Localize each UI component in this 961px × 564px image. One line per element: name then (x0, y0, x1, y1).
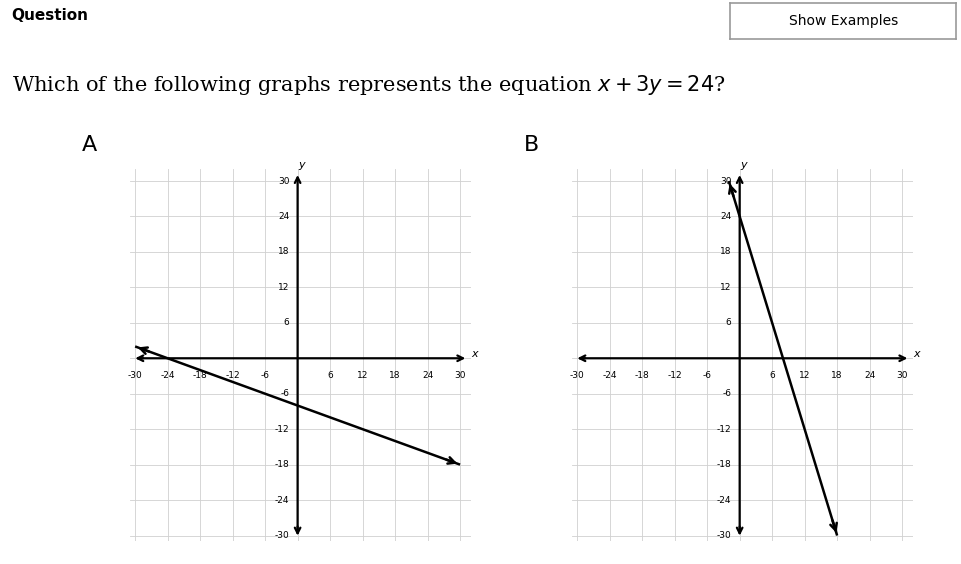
Text: -30: -30 (717, 531, 731, 540)
Text: x: x (913, 349, 920, 359)
Text: -6: -6 (260, 371, 270, 380)
Text: 18: 18 (389, 371, 401, 380)
Text: -30: -30 (570, 371, 584, 380)
Text: -6: -6 (281, 389, 289, 398)
Text: -24: -24 (717, 496, 731, 505)
Text: 18: 18 (831, 371, 843, 380)
Text: y: y (741, 160, 748, 170)
Text: -12: -12 (275, 425, 289, 434)
Text: -24: -24 (603, 371, 617, 380)
Text: -18: -18 (635, 371, 650, 380)
Text: 24: 24 (422, 371, 433, 380)
Text: 12: 12 (278, 283, 289, 292)
Text: 12: 12 (799, 371, 810, 380)
Text: -18: -18 (275, 460, 289, 469)
Text: -12: -12 (667, 371, 682, 380)
Text: -24: -24 (160, 371, 175, 380)
Text: Which of the following graphs represents the equation $x + 3y = 24$?: Which of the following graphs represents… (12, 73, 726, 98)
Text: -18: -18 (717, 460, 731, 469)
Text: 30: 30 (720, 177, 731, 186)
Text: 6: 6 (726, 318, 731, 327)
Text: 24: 24 (721, 212, 731, 221)
Text: 30: 30 (897, 371, 908, 380)
Text: x: x (471, 349, 478, 359)
Text: 18: 18 (278, 248, 289, 257)
Text: Show Examples: Show Examples (789, 14, 898, 28)
Text: -18: -18 (193, 371, 208, 380)
Text: 30: 30 (455, 371, 466, 380)
Text: 30: 30 (278, 177, 289, 186)
Text: 24: 24 (279, 212, 289, 221)
Text: -24: -24 (275, 496, 289, 505)
Text: Question: Question (12, 8, 88, 24)
Text: 6: 6 (770, 371, 775, 380)
Text: -30: -30 (128, 371, 142, 380)
Text: 12: 12 (357, 371, 368, 380)
Text: 6: 6 (328, 371, 333, 380)
Text: 24: 24 (864, 371, 875, 380)
Text: y: y (299, 160, 306, 170)
Text: -12: -12 (717, 425, 731, 434)
Text: -12: -12 (225, 371, 240, 380)
Text: 18: 18 (720, 248, 731, 257)
Text: -30: -30 (275, 531, 289, 540)
Text: 12: 12 (720, 283, 731, 292)
Text: -6: -6 (723, 389, 731, 398)
Text: 6: 6 (283, 318, 289, 327)
Text: A: A (82, 135, 97, 155)
Text: B: B (524, 135, 539, 155)
Text: -6: -6 (702, 371, 712, 380)
